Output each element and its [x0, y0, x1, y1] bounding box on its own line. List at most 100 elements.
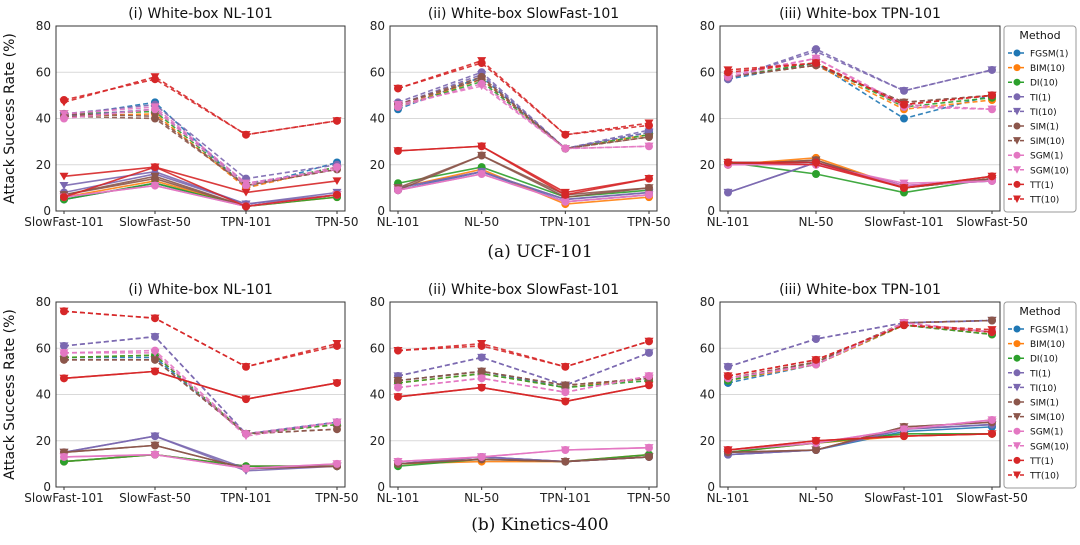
series-TT(10) — [393, 337, 654, 406]
x-tick-label: SlowFast-101 — [864, 215, 943, 229]
data-point — [477, 142, 487, 151]
legend-marker — [1013, 166, 1021, 174]
data-point — [393, 101, 403, 109]
series-TT(10) — [723, 321, 997, 455]
panel-title: (iii) White-box TPN-101 — [779, 6, 941, 22]
x-tick-label: NL-50 — [798, 491, 833, 505]
legend-title: Method — [1019, 305, 1060, 318]
plot-frame — [389, 25, 658, 212]
data-point — [644, 133, 654, 142]
y-tick-label: 0 — [377, 480, 385, 494]
series-line-dashed — [727, 62, 993, 108]
data-point — [393, 346, 403, 355]
data-point — [900, 114, 908, 123]
data-point — [150, 181, 160, 190]
panel-title: (ii) White-box SlowFast-101 — [428, 282, 619, 298]
series-line-solid — [63, 166, 338, 208]
data-point — [59, 356, 69, 364]
series-line-dashed — [397, 78, 650, 150]
series-line-dashed — [397, 80, 650, 150]
caption-ucf101: (a) UCF-101 — [487, 242, 593, 262]
data-point — [723, 66, 733, 74]
legend-title: Method — [1019, 29, 1060, 42]
data-point — [393, 457, 403, 466]
series-line-dashed — [63, 310, 338, 368]
x-tick-label: NL-50 — [464, 491, 499, 505]
y-tick-label: 80 — [36, 295, 51, 309]
data-point — [723, 363, 733, 371]
series-TT(1) — [394, 59, 653, 199]
x-tick-label: NL-101 — [377, 215, 420, 229]
legend-label: SIM(10) — [1030, 413, 1065, 423]
series-line-dashed — [397, 375, 650, 394]
legend-marker — [1013, 325, 1021, 333]
x-tick-label: TPN-50 — [626, 215, 670, 229]
data-point — [241, 395, 251, 404]
series-line-solid — [727, 161, 993, 194]
series-line-solid — [397, 384, 650, 403]
data-point — [811, 446, 821, 455]
series-line-solid — [63, 170, 338, 205]
series-line-dashed — [397, 370, 650, 387]
y-tick-label: 80 — [700, 19, 715, 33]
data-point — [899, 432, 909, 441]
data-point — [393, 186, 403, 195]
series-line-solid — [727, 423, 993, 456]
x-tick-label: SlowFast-101 — [864, 491, 943, 505]
legend-label: TT(1) — [1029, 181, 1054, 191]
data-point — [811, 54, 821, 63]
series-line-dashed — [63, 349, 338, 435]
legend-marker — [1013, 413, 1021, 421]
y-axis-label: Attack Success Rate (%) — [2, 309, 18, 480]
series-SIM(1) — [60, 355, 341, 473]
series-line-dashed — [397, 340, 650, 368]
data-point — [560, 381, 570, 390]
data-point — [150, 441, 160, 450]
legend-label: TI(1) — [1029, 93, 1051, 103]
data-point — [59, 181, 69, 190]
data-point — [59, 110, 69, 118]
y-tick-label: 60 — [370, 341, 385, 355]
data-point — [241, 188, 251, 197]
x-tick-label: NL-50 — [798, 215, 833, 229]
data-point — [644, 381, 654, 390]
x-tick-label: SlowFast-50 — [119, 491, 191, 505]
series-SGM(10) — [393, 82, 654, 206]
data-point — [150, 73, 160, 81]
data-point — [644, 349, 654, 357]
data-point — [150, 432, 160, 441]
data-point — [393, 372, 403, 381]
series-line-solid — [397, 166, 650, 198]
series-line-dashed — [63, 113, 338, 187]
data-point — [333, 190, 341, 199]
legend-label: BIM(10) — [1030, 340, 1065, 350]
data-point — [899, 425, 909, 434]
series-line-solid — [63, 370, 338, 400]
series-SGM(1) — [724, 54, 996, 190]
series-line-dashed — [397, 59, 650, 136]
data-point — [59, 349, 69, 357]
data-point — [477, 75, 487, 84]
chart-panel-2: 0 20 40 60 80 NL-101 NL-50 TPN-101 TPN-50 (ii) Wh… — [370, 6, 671, 229]
chart-panel-6: 0 20 40 60 80 NL-101 NL-50 SlowFast-101 SlowFast… — [700, 282, 1028, 505]
series-line-solid — [63, 173, 338, 205]
data-point — [987, 172, 997, 181]
series-line-dashed — [63, 78, 338, 136]
y-tick-label: 0 — [43, 204, 51, 218]
legend-label: TT(1) — [1029, 457, 1054, 467]
series-line-solid — [397, 456, 650, 465]
series-line-dashed — [397, 352, 650, 387]
series-TT(10) — [723, 59, 997, 192]
series-line-dashed — [63, 76, 338, 136]
data-point — [560, 457, 570, 466]
series-TT(10) — [393, 57, 654, 197]
series-line-solid — [63, 166, 338, 194]
series-line-dashed — [64, 356, 338, 435]
data-point — [393, 383, 403, 392]
legend-marker — [1013, 64, 1021, 72]
series-line-dashed — [397, 75, 650, 150]
x-tick-label: TPN-101 — [220, 215, 272, 229]
panel-title: (ii) White-box SlowFast-101 — [428, 6, 619, 22]
data-point — [811, 161, 821, 169]
y-tick-label: 60 — [700, 65, 715, 79]
